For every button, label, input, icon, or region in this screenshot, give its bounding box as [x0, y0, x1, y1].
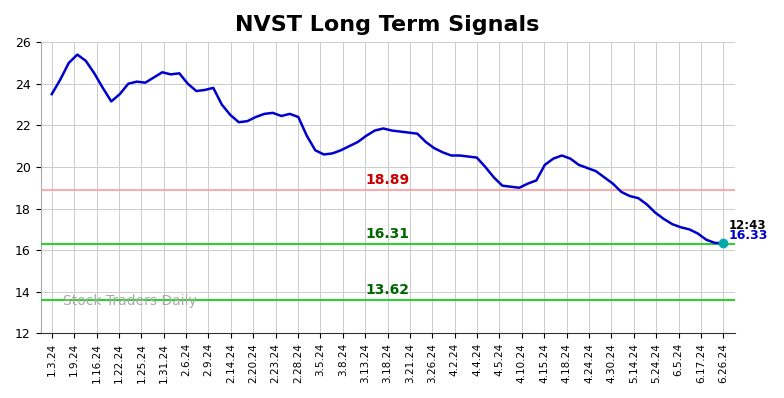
Title: NVST Long Term Signals: NVST Long Term Signals — [235, 15, 539, 35]
Text: 13.62: 13.62 — [365, 283, 409, 297]
Text: Stock Traders Daily: Stock Traders Daily — [63, 295, 197, 308]
Text: 16.33: 16.33 — [729, 229, 768, 242]
Text: 16.31: 16.31 — [365, 226, 409, 241]
Text: 18.89: 18.89 — [365, 173, 409, 187]
Text: 12:43: 12:43 — [729, 219, 767, 232]
